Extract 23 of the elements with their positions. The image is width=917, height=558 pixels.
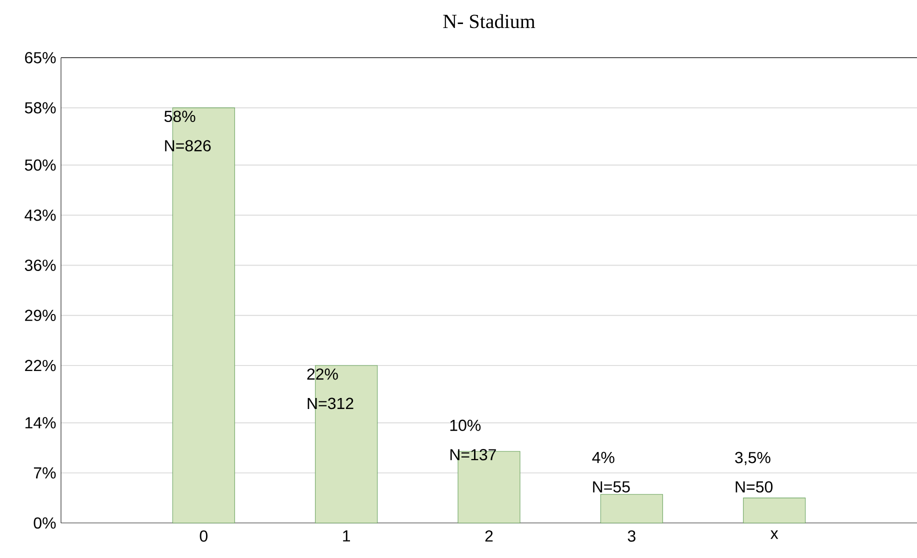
y-tick-label: 65%	[25, 52, 56, 64]
y-tick-label: 58%	[24, 102, 56, 114]
x-tick-label: 1	[343, 530, 350, 542]
data-label: 3,5% N=50	[735, 452, 773, 493]
y-tick-label: 50%	[24, 159, 56, 171]
y-tick-label: 14%	[25, 417, 56, 428]
y-tick-label: 7%	[34, 467, 56, 478]
bar	[743, 498, 806, 524]
x-tick-label: x	[770, 530, 778, 539]
y-tick-label: 0%	[34, 517, 56, 529]
y-tick-label: 36%	[24, 260, 56, 271]
data-label: 4% N=55	[592, 452, 630, 492]
y-tick-label: 43%	[24, 210, 56, 221]
bar	[600, 494, 663, 524]
data-label: 58% N=826	[164, 110, 211, 152]
data-label: 22% N=312	[307, 368, 354, 410]
y-tick-label: 22%	[25, 360, 56, 372]
data-label: 10% N=137	[450, 420, 496, 460]
x-tick-label: 3	[628, 530, 636, 542]
y-tick-label: 29%	[25, 310, 56, 322]
x-tick-label: 2	[485, 530, 493, 542]
chart-title: N- Stadium	[443, 14, 536, 28]
x-tick-label: 0	[200, 530, 208, 542]
